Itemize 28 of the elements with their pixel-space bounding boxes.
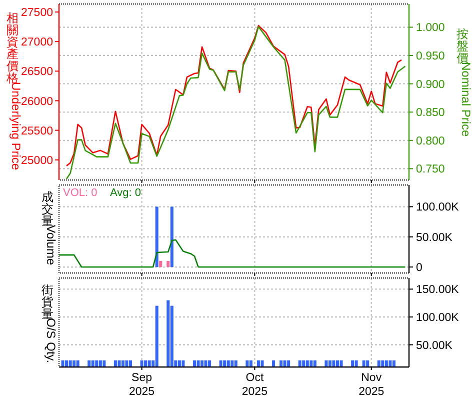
x-tick-label: Nov 2025 xyxy=(358,372,384,398)
y-axis-title: 街貨量O/S Qty. xyxy=(42,283,58,364)
y-tick-label: 25000 xyxy=(21,154,53,167)
y2-tick-label: 1.000 xyxy=(416,22,445,34)
y2-tick-label: 0.900 xyxy=(416,78,445,91)
y2-tick-label: 0.950 xyxy=(416,50,445,63)
y2-tick-label: 0.850 xyxy=(416,107,445,120)
y2-tick-label: 0.750 xyxy=(416,164,445,176)
y-tick-label: 100.00K xyxy=(416,312,460,324)
y-tick-label: 0 xyxy=(416,262,422,274)
y-tick-label: 25500 xyxy=(21,125,53,138)
x-tick-label: Sep 2025 xyxy=(129,372,155,398)
x-tick-label: Oct 2025 xyxy=(242,372,268,398)
y-axis-title: 相關資產價格Underlying Price xyxy=(6,11,23,170)
line-series xyxy=(58,239,406,268)
y-tick-label: 26500 xyxy=(21,66,53,78)
y-axis-title: 成交量Volume xyxy=(42,190,58,266)
y-tick-label: 50.00K xyxy=(416,232,453,244)
text: Avg: 0 xyxy=(110,187,141,199)
text: VOL: 0 xyxy=(63,187,98,199)
y2-axis-title: 按盤價Nominal Price xyxy=(456,27,473,138)
y-tick-label: 150.00K xyxy=(416,284,460,296)
y-tick-label: 26000 xyxy=(21,96,53,108)
y-tick-label: 50.00K xyxy=(416,340,453,352)
y-tick-label: 100.00K xyxy=(416,202,460,214)
y-tick-label: 27000 xyxy=(21,36,53,49)
y-tick-label: 27500 xyxy=(21,7,53,20)
y2-tick-label: 0.800 xyxy=(416,135,445,148)
